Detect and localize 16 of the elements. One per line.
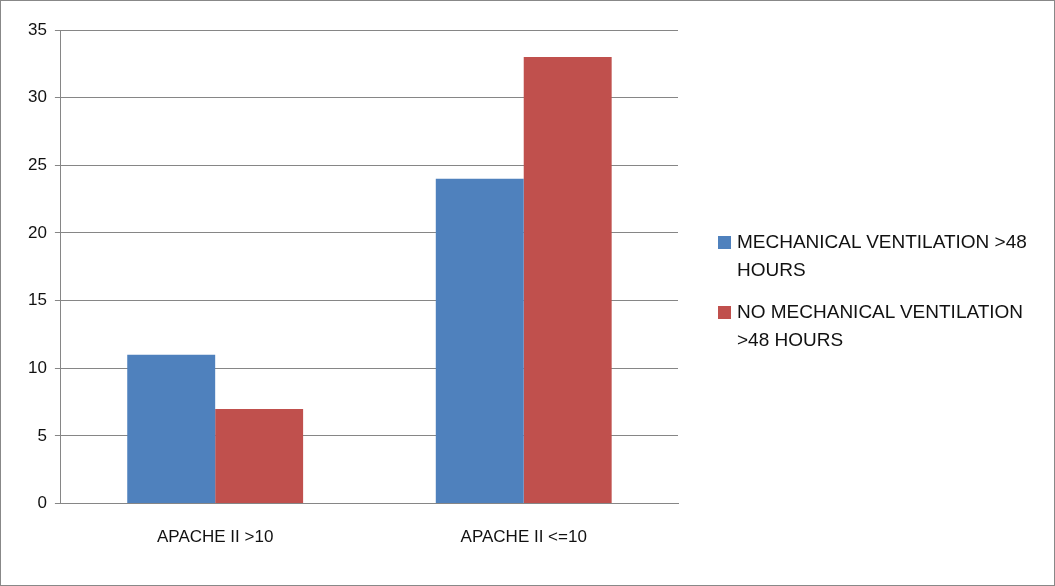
y-tick-label: 20 xyxy=(27,222,47,242)
y-tick-label: 35 xyxy=(27,19,47,39)
legend-label: MECHANICAL VENTILATION >48 HOURS xyxy=(737,230,1028,282)
bar xyxy=(523,57,612,504)
x-tick-label: APACHE II <=10 xyxy=(460,527,587,547)
y-tick-label: 30 xyxy=(27,87,47,107)
y-tick-label: 10 xyxy=(27,357,47,377)
bar xyxy=(435,178,524,504)
bar xyxy=(215,408,304,504)
legend-label: NO MECHANICAL VENTILATION >48 HOURS xyxy=(737,300,1025,352)
y-tick-label: 25 xyxy=(27,155,47,174)
x-tick-label: APACHE II >10 xyxy=(156,527,274,547)
y-tick-label: 15 xyxy=(27,290,47,310)
y-tick-label: 5 xyxy=(37,425,47,445)
y-tick-label: 0 xyxy=(37,493,47,513)
bar xyxy=(127,354,216,504)
